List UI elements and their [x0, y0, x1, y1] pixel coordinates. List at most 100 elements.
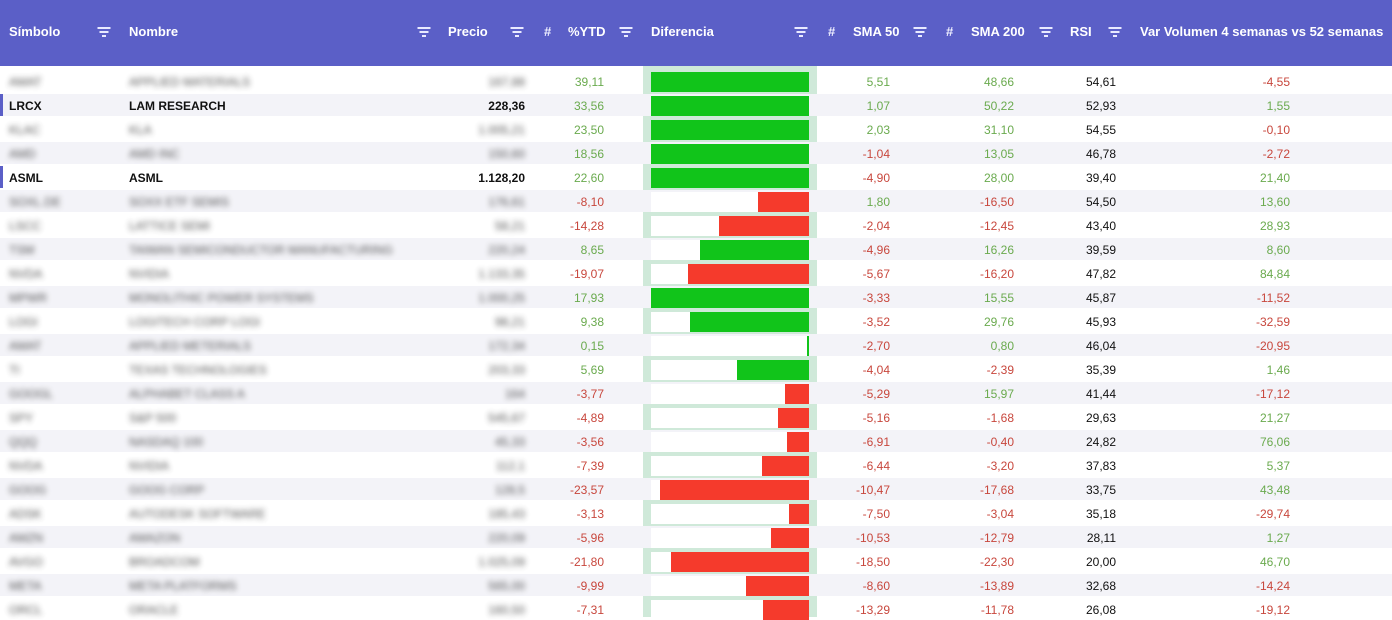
cell-volumen: 1,27 — [1266, 531, 1290, 545]
cell-sma50: -1,04 — [862, 147, 890, 161]
cell-rsi: 54,50 — [1085, 195, 1116, 209]
table-row[interactable]: LOGI LOGITECH CORP LOGI 98,21 9,38 -3,52 29,7… — [0, 310, 1392, 332]
column-header-simbolo[interactable]: Símbolo — [9, 24, 61, 39]
cell-ytd: -7,39 — [576, 459, 604, 473]
cell-volumen: -4,55 — [1262, 75, 1290, 89]
filter-icon[interactable] — [619, 27, 632, 37]
column-header-precio[interactable]: Precio — [448, 24, 488, 39]
cell-sma50: -6,91 — [862, 435, 890, 449]
diferencia-bar-track — [651, 72, 809, 92]
cell-rsi: 41,44 — [1085, 387, 1116, 401]
cell-rsi: 33,75 — [1085, 483, 1116, 497]
cell-sma50: -2,70 — [862, 339, 890, 353]
cell-rsi: 43,40 — [1085, 219, 1116, 233]
cell-price: 1.005,21 — [478, 123, 525, 137]
cell-ytd: 9,38 — [580, 315, 604, 329]
column-header-rsi[interactable]: RSI — [1070, 24, 1092, 39]
cell-sma200: 28,00 — [983, 171, 1014, 185]
table-row[interactable]: LSCC LATTICE SEMI 58,21 -14,28 -2,04 -12,45 43… — [0, 214, 1392, 236]
cell-volumen: 21,40 — [1259, 171, 1290, 185]
table-row[interactable]: SPY S&P 500 545,67 -4,89 -5,16 -1,68 29,63 21,2… — [0, 406, 1392, 428]
cell-name: APPLIED METERIALS — [129, 339, 252, 353]
cell-price: 112,1 — [495, 459, 525, 473]
table-row[interactable]: ORCL ORACLE 160,50 -7,31 -13,29 -11,78 26,08 -1… — [0, 598, 1392, 620]
diferencia-bar-fill — [651, 144, 809, 164]
table-row[interactable]: KLAC KLA 1.005,21 23,50 2,03 31,10 54,55 -0,10 — [0, 118, 1392, 140]
column-header-diferencia[interactable]: Diferencia — [651, 24, 714, 39]
cell-ytd: 23,50 — [573, 123, 604, 137]
diferencia-bar-track — [651, 168, 809, 188]
cell-rsi: 39,40 — [1085, 171, 1116, 185]
cell-rsi: 24,82 — [1085, 435, 1116, 449]
column-header-volumen[interactable]: Var Volumen 4 semanas vs 52 semanas — [1140, 24, 1384, 39]
cell-sma200: 13,05 — [983, 147, 1014, 161]
cell-ytd: -14,28 — [569, 219, 604, 233]
cell-sma50: -6,44 — [862, 459, 890, 473]
cell-ytd: -9,99 — [576, 579, 604, 593]
column-header-sma50[interactable]: SMA 50 — [853, 24, 900, 39]
diferencia-bar-track — [651, 96, 809, 116]
filter-icon[interactable] — [510, 27, 523, 37]
table-row[interactable]: TI TEXAS TECHNOLOGIES 203,33 5,69 -4,04 -2,39… — [0, 358, 1392, 380]
table-row[interactable]: ASML ASML 1.128,20 22,60 -4,90 28,00 39,40 21,4… — [0, 166, 1392, 188]
cell-symbol: LOGI — [9, 315, 38, 329]
cell-name: META PLATFORMS — [129, 579, 237, 593]
diferencia-bar-fill — [660, 480, 809, 500]
cell-ytd: -3,13 — [576, 507, 604, 521]
cell-volumen: 1,55 — [1266, 99, 1290, 113]
diferencia-bar-track — [651, 528, 809, 548]
diferencia-bar-fill — [651, 96, 809, 116]
cell-volumen: -19,12 — [1255, 603, 1290, 617]
cell-sma200: 0,80 — [990, 339, 1014, 353]
cell-ytd: -3,77 — [576, 387, 604, 401]
diferencia-bar-track — [651, 480, 809, 500]
cell-sma50: -5,16 — [862, 411, 890, 425]
cell-sma50: -10,53 — [855, 531, 890, 545]
table-row[interactable]: NVDA NVIDIA 1.133,35 -19,07 -5,67 -16,20 47,82… — [0, 262, 1392, 284]
cell-ytd: -23,57 — [569, 483, 604, 497]
cell-volumen: -2,72 — [1262, 147, 1290, 161]
diferencia-bar-track — [651, 264, 809, 284]
filter-icon[interactable] — [794, 27, 807, 37]
cell-rsi: 54,55 — [1085, 123, 1116, 137]
column-header-sma200[interactable]: SMA 200 — [971, 24, 1025, 39]
cell-rsi: 46,04 — [1085, 339, 1116, 353]
table-row[interactable]: ADSK AUTODESK SOFTWARE 185,43 -3,13 -7,50 -3,… — [0, 502, 1392, 524]
cell-symbol: ORCL — [9, 603, 43, 617]
cell-sma50: -10,47 — [855, 483, 890, 497]
filter-icon[interactable] — [97, 27, 110, 37]
diferencia-bar-fill — [807, 336, 809, 356]
cell-ytd: 0,15 — [580, 339, 604, 353]
cell-symbol: SOXL.DE — [9, 195, 62, 209]
diferencia-bar-track — [651, 216, 809, 236]
filter-icon[interactable] — [417, 27, 430, 37]
diferencia-bar-fill — [762, 600, 809, 620]
filter-icon[interactable] — [913, 27, 926, 37]
cell-symbol: ASML — [9, 171, 43, 185]
cell-name: KLA — [129, 123, 152, 137]
cell-price: 220,24 — [488, 243, 525, 257]
cell-sma50: -7,50 — [862, 507, 890, 521]
filter-icon[interactable] — [1108, 27, 1121, 37]
cell-symbol: QQQ — [9, 435, 38, 449]
cell-symbol: LSCC — [9, 219, 42, 233]
cell-name: NVIDIA — [129, 459, 170, 473]
table-row[interactable]: AMAT APPLIED MATERIALS 167,88 39,11 5,51 48,6… — [0, 70, 1392, 92]
cell-ytd: 17,93 — [573, 291, 604, 305]
cell-symbol: META — [9, 579, 42, 593]
cell-ytd: -8,10 — [576, 195, 604, 209]
cell-price: 58,21 — [494, 219, 525, 233]
cell-price: 185,43 — [488, 507, 525, 521]
cell-price: 1.128,20 — [478, 171, 525, 185]
cell-price: 150,60 — [488, 147, 525, 161]
numeric-column-icon: # — [828, 24, 836, 39]
cell-ytd: -7,31 — [576, 603, 604, 617]
filter-icon[interactable] — [1039, 27, 1052, 37]
cell-price: 98,21 — [494, 315, 525, 329]
cell-name: GOOG CORP — [129, 483, 205, 497]
column-header-ytd[interactable]: %YTD — [568, 24, 606, 39]
table-row[interactable]: AVGO BROADCOM 1.025,09 -21,80 -18,50 -22,30 20… — [0, 550, 1392, 572]
table-row[interactable]: NVDA NVIDIA 112,1 -7,39 -6,44 -3,20 37,83 5,37 — [0, 454, 1392, 476]
column-header-nombre[interactable]: Nombre — [129, 24, 179, 39]
cell-volumen: -32,59 — [1255, 315, 1290, 329]
